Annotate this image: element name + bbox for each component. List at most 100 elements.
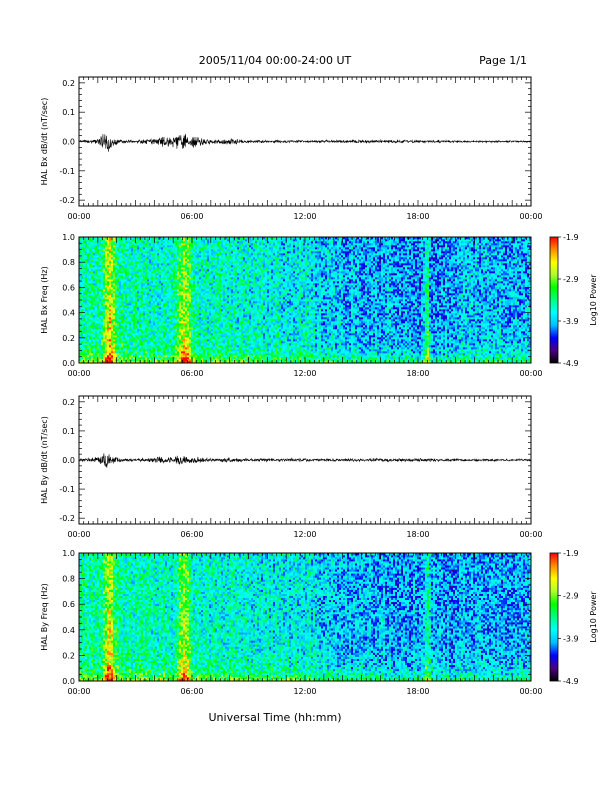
spectrogram-cell (89, 255, 91, 257)
spectrogram-cell (107, 329, 109, 331)
spectrogram-cell (185, 333, 187, 335)
spectrogram-cell (191, 267, 193, 269)
spectrogram-cell (121, 347, 123, 349)
spectrogram-cell (85, 341, 87, 343)
spectrogram-cell (93, 265, 95, 267)
spectrogram-cell (215, 263, 217, 265)
spectrogram-cell (91, 261, 93, 263)
spectrogram-cell (85, 289, 87, 291)
spectrogram-cell (189, 259, 191, 261)
spectrogram-cell (81, 277, 83, 279)
spectrogram-cell (217, 325, 219, 327)
spectrogram-cell (175, 331, 177, 333)
spectrogram-cell (139, 279, 141, 281)
spectrogram-cell (173, 335, 175, 337)
spectrogram-cell (121, 299, 123, 301)
spectrogram-cell (167, 325, 169, 327)
spectrogram-cell (213, 271, 215, 273)
spectrogram-cell (143, 267, 145, 269)
spectrogram-cell (117, 259, 119, 261)
series-trace (79, 134, 531, 152)
spectrogram-cell (201, 345, 203, 347)
spectrogram-cell (127, 243, 129, 245)
spectrogram-cell (167, 257, 169, 259)
spectrogram-cell (157, 333, 159, 335)
spectrogram-cell (165, 263, 167, 265)
spectrogram-cell (103, 267, 105, 269)
spectrogram-cell (137, 307, 139, 309)
spectrogram-cell (121, 343, 123, 345)
spectrogram-cell (101, 285, 103, 287)
spectrogram-cell (173, 263, 175, 265)
spectrogram-cell (199, 259, 201, 261)
spectrogram-cell (125, 293, 127, 295)
spectrogram-cell (163, 301, 165, 303)
spectrogram-cell (209, 343, 211, 345)
spectrogram-cell (209, 311, 211, 313)
spectrogram-cell (199, 257, 201, 259)
spectrogram-cell (121, 349, 123, 351)
spectrogram-cell (111, 271, 113, 273)
spectrogram-cell (193, 269, 195, 271)
spectrogram-cell (225, 287, 227, 289)
spectrogram-cell (201, 251, 203, 253)
spectrogram-cell (117, 241, 119, 243)
spectrogram-cell (199, 355, 201, 357)
spectrogram-cell (111, 345, 113, 347)
spectrogram-cell (165, 309, 167, 311)
spectrogram-cell (179, 319, 181, 321)
spectrogram-cell (205, 345, 207, 347)
spectrogram-cell (175, 313, 177, 315)
spectrogram-cell (161, 259, 163, 261)
spectrogram-cell (217, 355, 219, 357)
spectrogram-cell (103, 339, 105, 341)
spectrogram-cell (95, 331, 97, 333)
spectrogram-cell (225, 291, 227, 293)
spectrogram-cell (151, 303, 153, 305)
spectrogram-cell (83, 297, 85, 299)
spectrogram-cell (157, 253, 159, 255)
spectrogram-cell (137, 345, 139, 347)
spectrogram-cell (125, 337, 127, 339)
spectrogram-cell (81, 265, 83, 267)
spectrogram-cell (115, 269, 117, 271)
spectrogram-cell (83, 255, 85, 257)
spectrogram-cell (101, 263, 103, 265)
spectrogram-cell (161, 265, 163, 267)
spectrogram-cell (111, 275, 113, 277)
spectrogram-cell (153, 281, 155, 283)
spectrogram-cell (219, 265, 221, 267)
spectrogram-cell (161, 353, 163, 355)
spectrogram-cell (149, 309, 151, 311)
spectrogram-cell (151, 287, 153, 289)
spectrogram-cell (135, 339, 137, 341)
spectrogram-cell (123, 309, 125, 311)
x-tick-label: 00:00 (67, 212, 90, 221)
spectrogram-cell (153, 291, 155, 293)
spectrogram-cell (129, 269, 131, 271)
spectrogram-cell (227, 305, 229, 307)
spectrogram-cell (125, 355, 127, 357)
spectrogram-cell (175, 267, 177, 269)
spectrogram-cell (143, 255, 145, 257)
spectrogram-cell (179, 283, 181, 285)
spectrogram-cell (169, 335, 171, 337)
spectrogram-cell (209, 305, 211, 307)
spectrogram-cell (141, 297, 143, 299)
spectrogram-cell (157, 313, 159, 315)
spectrogram-cell (217, 315, 219, 317)
spectrogram-cell (215, 357, 217, 359)
spectrogram-cell (211, 247, 213, 249)
spectrogram-cell (165, 257, 167, 259)
spectrogram-cell (167, 347, 169, 349)
spectrogram-cell (115, 329, 117, 331)
spectrogram-cell (179, 333, 181, 335)
spectrogram-cell (227, 325, 229, 327)
spectrogram-cell (199, 295, 201, 297)
spectrogram-cell (107, 327, 109, 329)
spectrogram-cell (85, 245, 87, 247)
spectrogram-cell (151, 279, 153, 281)
spectrogram-cell (103, 255, 105, 257)
spectrogram-cell (99, 263, 101, 265)
spectrogram-cell (127, 351, 129, 353)
